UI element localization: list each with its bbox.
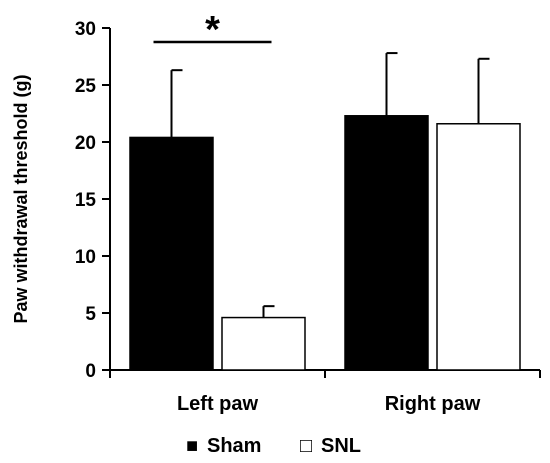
x-tick-labels: Left paw Right paw [177,393,481,415]
legend-marker-snl: □ [300,435,312,457]
y-tick-label: 30 [75,19,96,40]
legend-label-sham: Sham [207,435,261,457]
significance-star: * [205,9,220,51]
y-tick-label: 5 [85,304,96,325]
y-axis-label: Paw withdrawal threshold (g) [11,74,31,323]
x-ticks [109,370,541,378]
error-bars [170,52,490,318]
bar-snl-1 [221,316,306,371]
y-tick-label: 20 [75,133,96,154]
x-tick-label: Right paw [385,393,481,415]
y-tick-label: 0 [85,361,96,382]
bar-snl-2 [436,123,521,371]
legend: ■ Sham □ SNL [186,435,361,457]
y-ticks: 0 5 10 15 20 25 30 [75,19,110,382]
legend-marker-sham: ■ [186,435,198,457]
legend-label-snl: SNL [321,435,361,457]
bars [129,115,521,371]
x-tick-label: Left paw [177,393,259,415]
y-tick-label: 25 [75,76,97,97]
bar-sham-2 [344,115,429,371]
y-tick-label: 15 [75,190,97,211]
bar-sham-1 [129,136,214,371]
y-tick-label: 10 [75,247,96,268]
